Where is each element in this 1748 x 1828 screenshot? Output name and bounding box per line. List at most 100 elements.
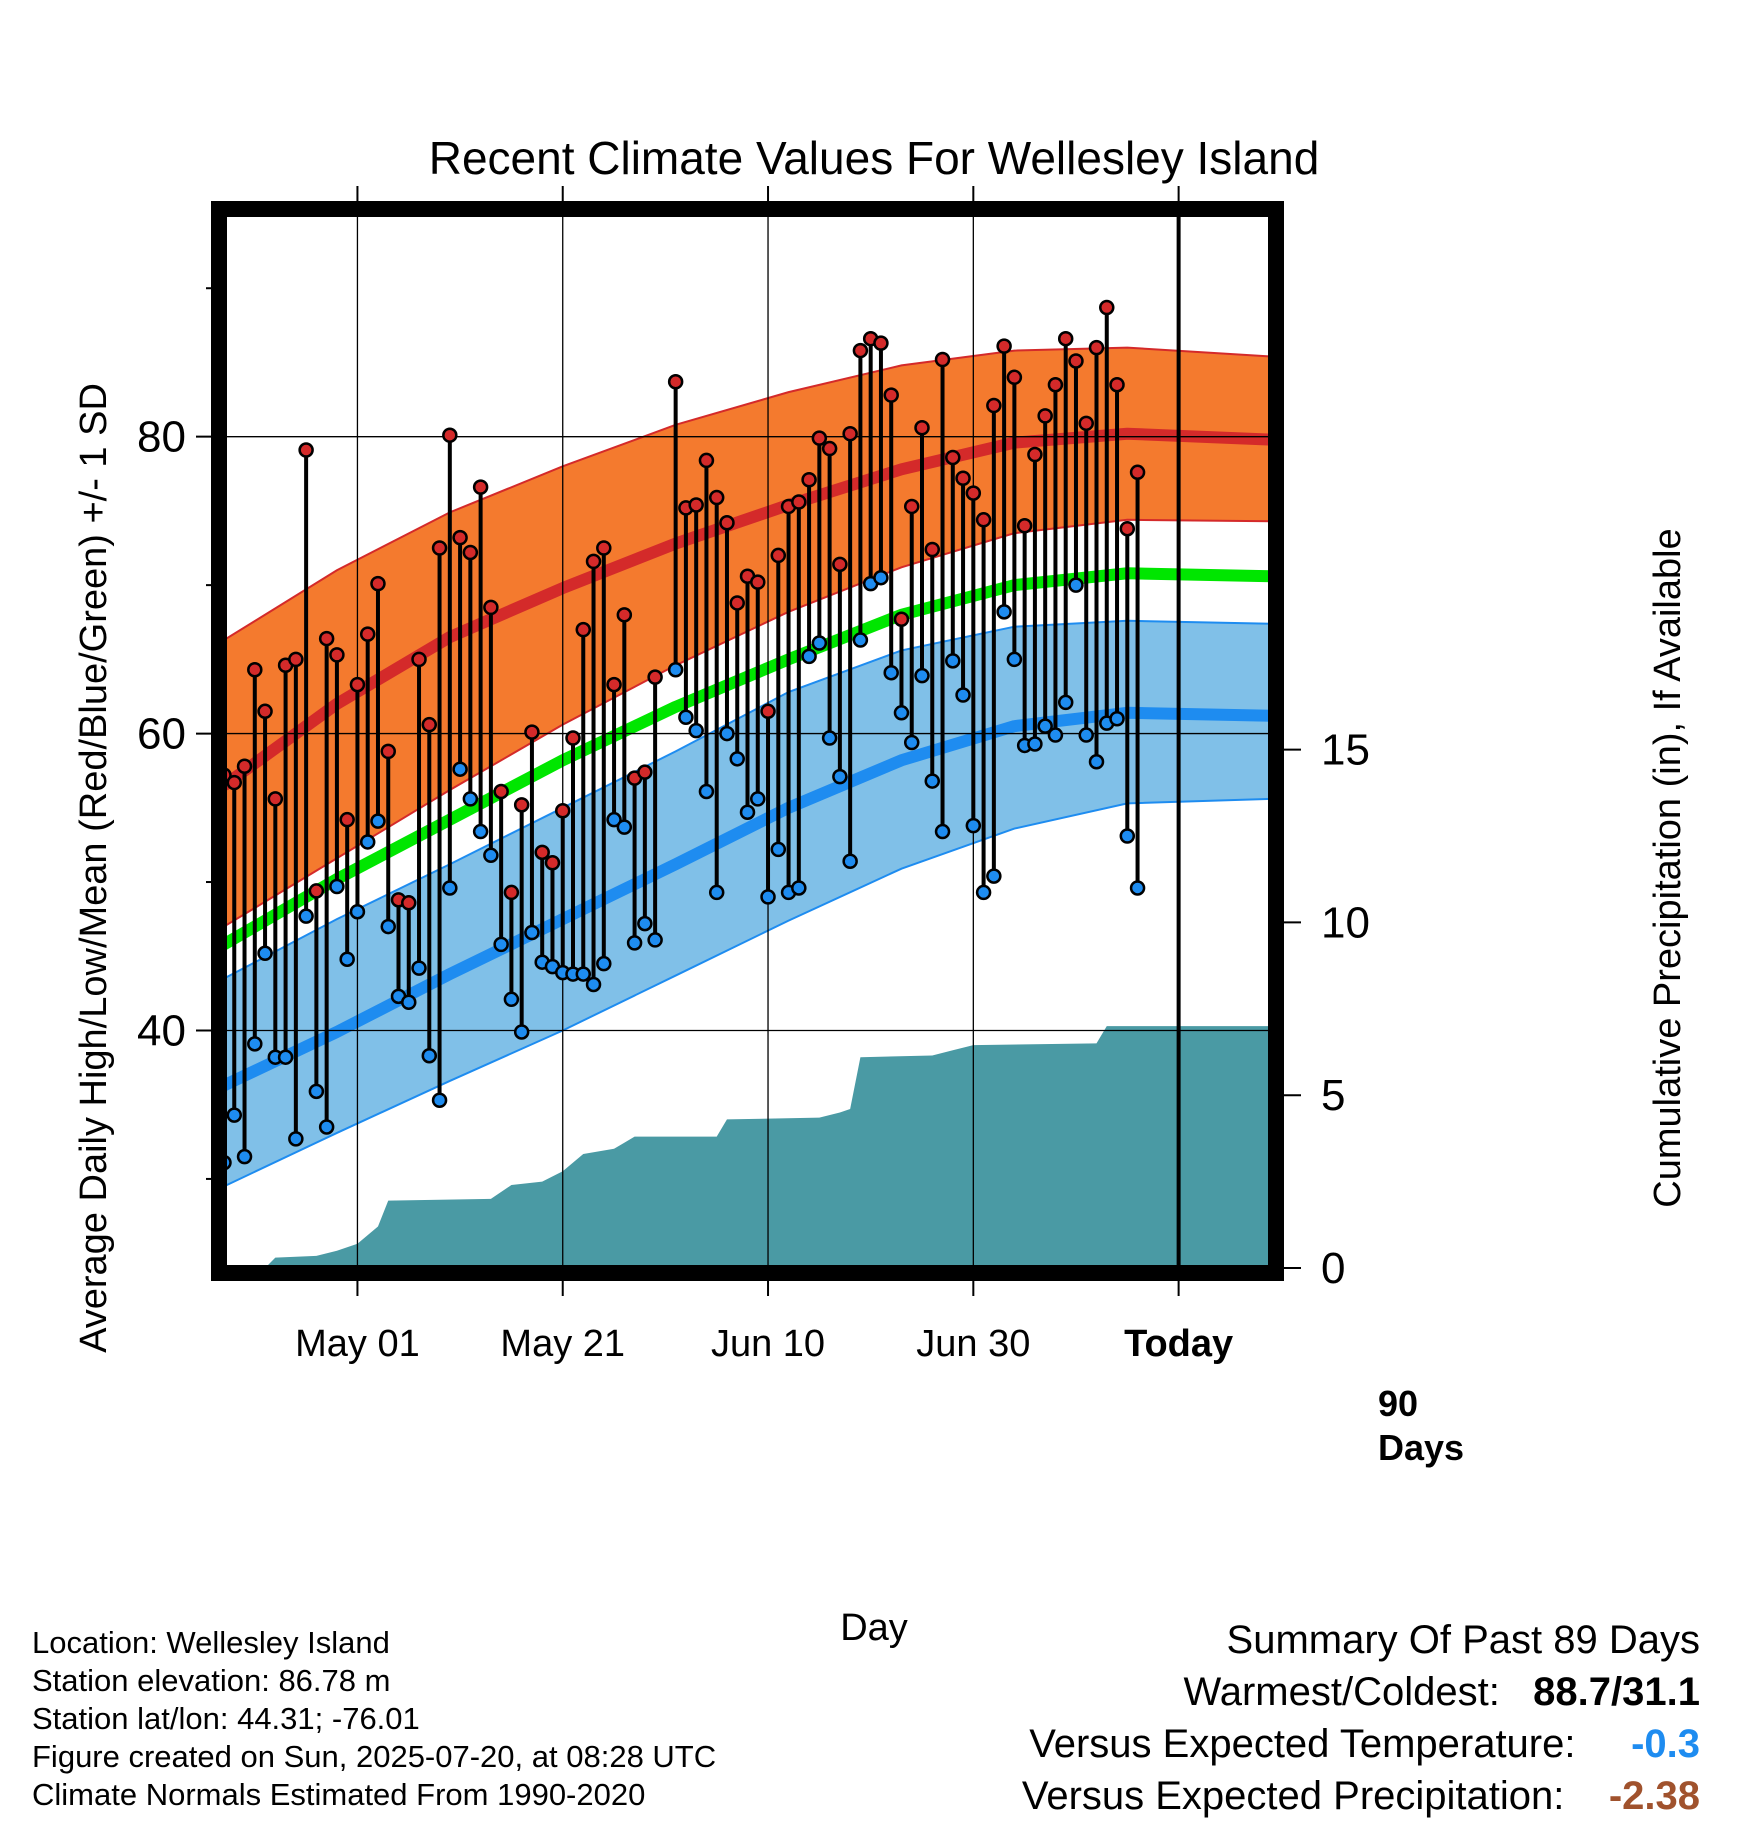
daily-high-dot xyxy=(411,651,427,668)
daily-low-dot xyxy=(236,1148,253,1165)
daily-low-dot xyxy=(667,661,684,678)
daily-low-dot xyxy=(1129,880,1146,896)
cumulative-precip-area xyxy=(224,1026,1271,1268)
daily-low-dot xyxy=(1088,754,1105,770)
daily-high-dot xyxy=(565,730,581,746)
daily-low-dot xyxy=(277,1049,294,1065)
low-upper-sd-line xyxy=(223,619,1272,980)
daily-high-dot xyxy=(554,803,571,819)
daily-high-dot xyxy=(852,342,869,359)
daily-high-dot xyxy=(503,884,520,901)
daily-low-dot xyxy=(996,604,1012,620)
daily-high-dot xyxy=(452,529,468,546)
daily-high-dot xyxy=(1078,415,1094,432)
daily-low-dot xyxy=(626,935,643,951)
daily-low-dot xyxy=(832,768,848,785)
daily-low-dot xyxy=(288,1131,304,1147)
daily-high-dot xyxy=(1068,353,1084,369)
daily-low-dot xyxy=(349,903,366,920)
daily-high-dot xyxy=(349,676,366,693)
low-normal-band xyxy=(224,620,1271,1187)
daily-low-dot xyxy=(247,1036,263,1052)
daily-high-dot xyxy=(524,724,540,740)
daily-low-dot xyxy=(708,884,725,901)
daily-low-dot xyxy=(852,632,869,648)
precipitation-area-layer xyxy=(224,1026,1271,1268)
daily-low-dot xyxy=(606,811,622,828)
daily-high-dot xyxy=(616,607,633,623)
daily-high-dot xyxy=(647,669,663,685)
daily-high-dot xyxy=(832,556,848,573)
daily-high-dot xyxy=(380,743,396,760)
temp-departure-value: -0.3 xyxy=(1631,1722,1700,1766)
daily-low-dot xyxy=(524,924,540,941)
axes-layer: 40 60 80 0 5 10 15 May 01 May 21 Jun 10 Jun 30 Toda… xyxy=(137,186,1370,1365)
daily-high-dot xyxy=(914,420,930,436)
daily-low-dot xyxy=(883,664,899,681)
x-tick-label: May 01 xyxy=(295,1323,420,1365)
daily-low-dot xyxy=(585,976,602,993)
daily-high-dot xyxy=(965,485,982,501)
daily-high-dot xyxy=(1129,464,1146,481)
daily-high-dot xyxy=(308,883,325,899)
summary-title: Summary Of Past 89 Days xyxy=(1226,1618,1700,1662)
daily-low-dot xyxy=(493,936,509,953)
precip-departure-row: Versus Expected Precipitation: -2.38 xyxy=(1022,1770,1700,1822)
daily-low-dot xyxy=(678,709,694,725)
daily-low-dot xyxy=(462,791,479,807)
created-text: Figure created on Sun, 2025-07-20, at 08… xyxy=(32,1739,717,1774)
daily-low-dot xyxy=(298,908,314,924)
daily-high-dot xyxy=(698,452,715,469)
daily-low-dot xyxy=(596,955,612,972)
y2-axis-label: Cumulative Precipitation (in), If Availa… xyxy=(1647,528,1689,1207)
daily-high-dot xyxy=(298,442,314,458)
daily-high-dot xyxy=(893,611,910,628)
daily-high-dot xyxy=(1119,520,1136,537)
station-info: Location: Wellesley Island Station eleva… xyxy=(32,1624,716,1814)
today-days-count-label: 90 xyxy=(1378,1383,1418,1424)
daily-high-dot xyxy=(924,541,941,558)
daily-high-dot xyxy=(1047,376,1064,393)
daily-high-dot xyxy=(750,574,766,590)
daily-low-dot xyxy=(719,725,735,742)
daily-low-dot xyxy=(893,705,910,721)
daily-high-dot xyxy=(760,703,776,720)
daily-low-dot xyxy=(637,915,653,932)
precip-departure-value: -2.38 xyxy=(1608,1774,1700,1818)
daily-low-dot xyxy=(483,847,499,864)
daily-high-dot xyxy=(462,544,479,561)
daily-dots-layer xyxy=(216,299,1146,1171)
daily-high-dot xyxy=(934,351,951,368)
daily-low-dot xyxy=(308,1083,325,1100)
warmest-coldest-value: 88.7/31.1 xyxy=(1533,1670,1700,1714)
daily-high-dot xyxy=(431,540,448,556)
y2-tick-label: 10 xyxy=(1321,898,1370,947)
daily-low-dot xyxy=(975,884,992,901)
daily-low-dot xyxy=(1006,651,1023,668)
daily-high-dot xyxy=(606,676,622,693)
daily-low-dot xyxy=(329,878,345,895)
daily-low-dot xyxy=(431,1092,448,1109)
daily-high-dot xyxy=(883,387,899,403)
daily-low-dot xyxy=(339,951,355,967)
daily-low-dot xyxy=(1047,727,1064,743)
daily-high-dot xyxy=(534,844,550,861)
daily-high-dot xyxy=(472,479,489,495)
daily-high-dot xyxy=(267,791,284,807)
daily-high-dot xyxy=(637,764,653,780)
daily-high-dot xyxy=(226,774,243,791)
daily-low-dot xyxy=(924,773,941,789)
mean-normal-line xyxy=(220,567,1272,950)
daily-low-dot xyxy=(873,569,889,586)
y2-tick-label: 15 xyxy=(1321,726,1370,775)
daily-low-dot xyxy=(513,1024,530,1040)
summary-panel: Summary Of Past 89 Days Warmest/Coldest:… xyxy=(1022,1614,1700,1822)
daily-high-dot xyxy=(1027,446,1043,463)
warmest-coldest-row: Warmest/Coldest: 88.7/31.1 xyxy=(1022,1666,1700,1718)
daily-high-dot xyxy=(359,626,376,642)
daily-high-dot xyxy=(791,494,807,510)
daily-high-dot xyxy=(421,716,438,733)
daily-low-dot xyxy=(955,687,971,703)
chart-title: Recent Climate Values For Wellesley Isla… xyxy=(429,132,1320,184)
daily-high-dot xyxy=(996,338,1012,354)
